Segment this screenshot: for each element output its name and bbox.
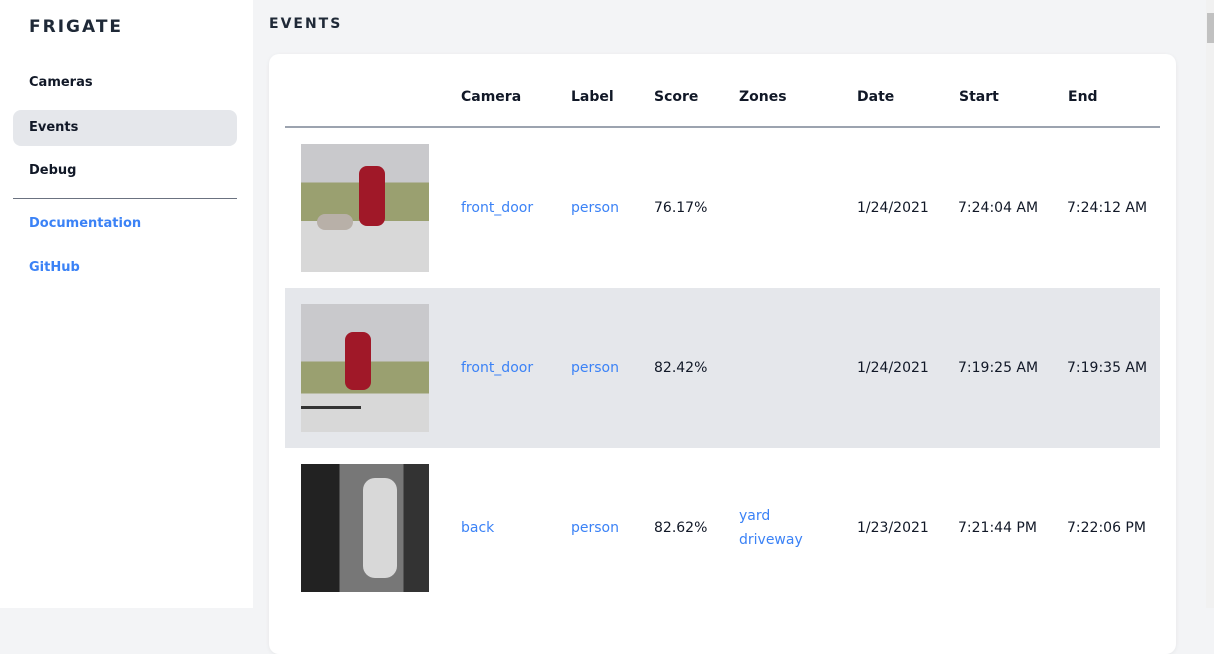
end-time: 7:24:12 AM — [1067, 200, 1148, 216]
header-start: Start — [959, 89, 999, 105]
label-link[interactable]: person — [571, 520, 619, 536]
start-time: 7:24:04 AM — [958, 200, 1039, 216]
camera-link[interactable]: front_door — [461, 200, 534, 216]
header-camera: Camera — [461, 89, 522, 105]
header-score: Score — [654, 89, 699, 105]
app-logo[interactable]: FRIGATE — [29, 17, 124, 37]
sidebar-item-cameras[interactable]: Cameras — [29, 75, 93, 90]
scrollbar-thumb[interactable] — [1207, 13, 1214, 43]
camera-link[interactable]: front_door — [461, 360, 534, 376]
zone-link[interactable]: driveway — [739, 532, 803, 548]
table-row[interactable]: back person 82.62% yard driveway 1/23/20… — [285, 448, 1160, 608]
page-title: EVENTS — [269, 16, 343, 32]
header-divider — [285, 126, 1160, 128]
zones: yard driveway — [739, 448, 803, 608]
start-time: 7:19:25 AM — [958, 360, 1039, 376]
start-time: 7:21:44 PM — [958, 520, 1037, 536]
header-date: Date — [857, 89, 895, 105]
date: 1/23/2021 — [857, 520, 929, 536]
event-thumbnail[interactable] — [301, 144, 429, 272]
table-row[interactable]: front_door person 76.17% 1/24/2021 7:24:… — [285, 128, 1160, 288]
header-zones: Zones — [739, 89, 787, 105]
end-time: 7:22:06 PM — [1067, 520, 1146, 536]
header-end: End — [1068, 89, 1098, 105]
event-thumbnail[interactable] — [301, 304, 429, 432]
score: 82.62% — [654, 520, 708, 536]
link-github[interactable]: GitHub — [29, 260, 80, 275]
label-link[interactable]: person — [571, 200, 619, 216]
sidebar: FRIGATE Cameras Events Debug Documentati… — [0, 0, 253, 608]
link-documentation[interactable]: Documentation — [29, 216, 142, 231]
table-row[interactable]: front_door person 82.42% 1/24/2021 7:19:… — [285, 288, 1160, 448]
score: 76.17% — [654, 200, 708, 216]
end-time: 7:19:35 AM — [1067, 360, 1148, 376]
events-table: Camera Label Score Zones Date Start End … — [269, 54, 1176, 654]
score: 82.42% — [654, 360, 708, 376]
event-thumbnail[interactable] — [301, 464, 429, 592]
camera-link[interactable]: back — [461, 520, 495, 536]
sidebar-item-debug[interactable]: Debug — [29, 163, 77, 178]
sidebar-item-events[interactable]: Events — [13, 110, 237, 146]
zone-link[interactable]: yard — [739, 508, 771, 524]
scrollbar[interactable] — [1206, 0, 1214, 608]
date: 1/24/2021 — [857, 200, 929, 216]
header-label: Label — [571, 89, 614, 105]
date: 1/24/2021 — [857, 360, 929, 376]
sidebar-divider — [13, 198, 237, 199]
label-link[interactable]: person — [571, 360, 619, 376]
